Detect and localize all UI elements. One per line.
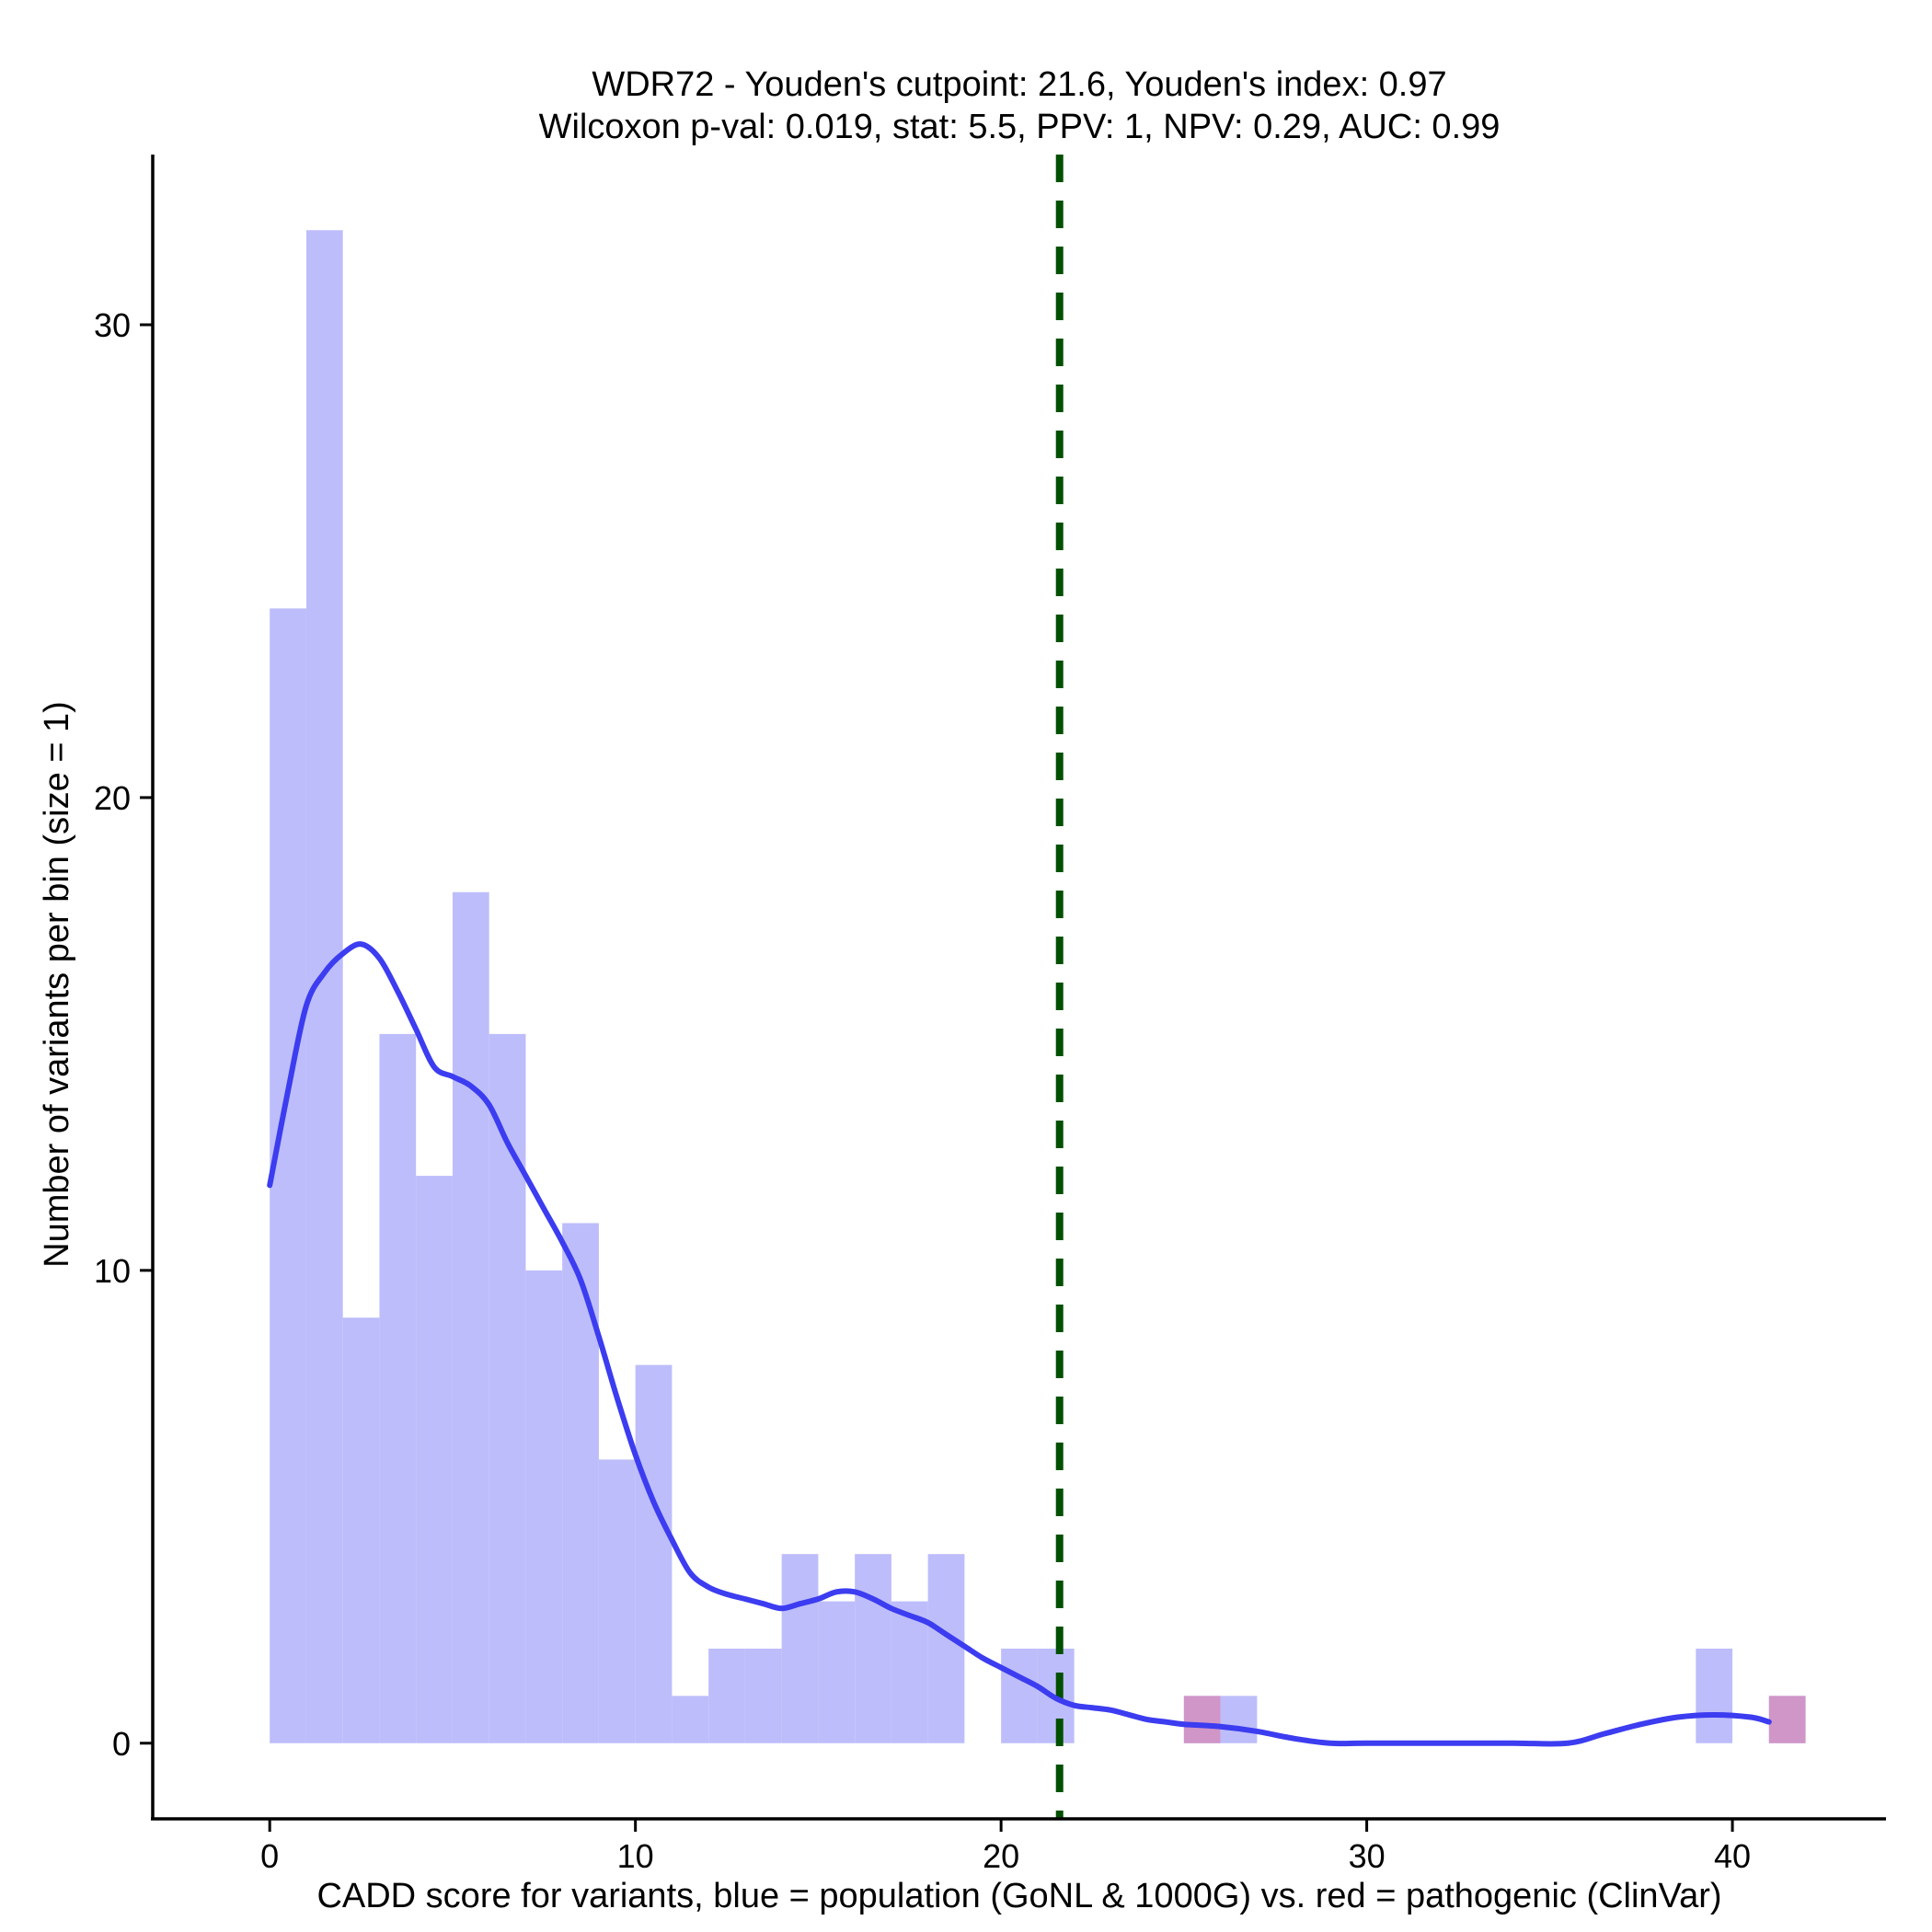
pathogenic-bar <box>1183 1696 1221 1743</box>
x-axis-label: CADD score for variants, blue = populati… <box>316 1877 1721 1915</box>
population-bar <box>489 1033 526 1743</box>
population-bar <box>562 1223 599 1743</box>
chart-title-line-1: WDR72 - Youden's cutpoint: 21.6, Youden'… <box>592 65 1446 104</box>
population-bar <box>1696 1648 1733 1743</box>
population-bar <box>416 1176 453 1743</box>
population-bar <box>891 1601 928 1743</box>
population-bar <box>744 1648 782 1743</box>
pathogenic-bars <box>1183 1696 1806 1743</box>
y-tick-label: 20 <box>94 779 131 817</box>
density-layer <box>267 941 1772 1747</box>
x-tick-label: 40 <box>1714 1837 1751 1875</box>
population-bar <box>270 608 306 1743</box>
population-bar <box>342 1317 380 1743</box>
population-bars <box>270 230 1806 1743</box>
y-tick-label: 30 <box>94 306 131 344</box>
population-bar <box>1001 1648 1038 1743</box>
y-axis-label: Number of variants per bin (size = 1) <box>38 701 76 1268</box>
population-bar <box>1220 1696 1258 1743</box>
population-bar <box>379 1033 417 1743</box>
population-bar <box>598 1459 636 1743</box>
population-bar <box>855 1554 891 1743</box>
population-bar <box>708 1648 745 1743</box>
chart-title-line-2: Wilcoxon p-val: 0.019, stat: 5.5, PPV: 1… <box>539 108 1501 146</box>
population-bar <box>927 1554 965 1743</box>
x-tick-label: 10 <box>617 1837 654 1875</box>
x-tick-label: 0 <box>260 1837 279 1875</box>
density-curve <box>267 941 1772 1747</box>
y-tick-label: 10 <box>94 1252 131 1290</box>
population-bar <box>781 1554 819 1743</box>
y-tick-label: 0 <box>112 1725 131 1763</box>
population-bar <box>635 1364 673 1743</box>
population-bar <box>672 1696 709 1743</box>
population-bar <box>818 1601 856 1743</box>
pathogenic-bar <box>1768 1696 1806 1743</box>
population-bar <box>525 1270 563 1743</box>
x-tick-label: 20 <box>983 1837 1019 1875</box>
x-axis-ticks: 0 10 20 30 40 <box>260 1819 1751 1875</box>
x-tick-label: 30 <box>1349 1837 1386 1875</box>
population-bar <box>452 891 489 1743</box>
y-axis-ticks: 0 10 20 30 <box>94 306 153 1763</box>
